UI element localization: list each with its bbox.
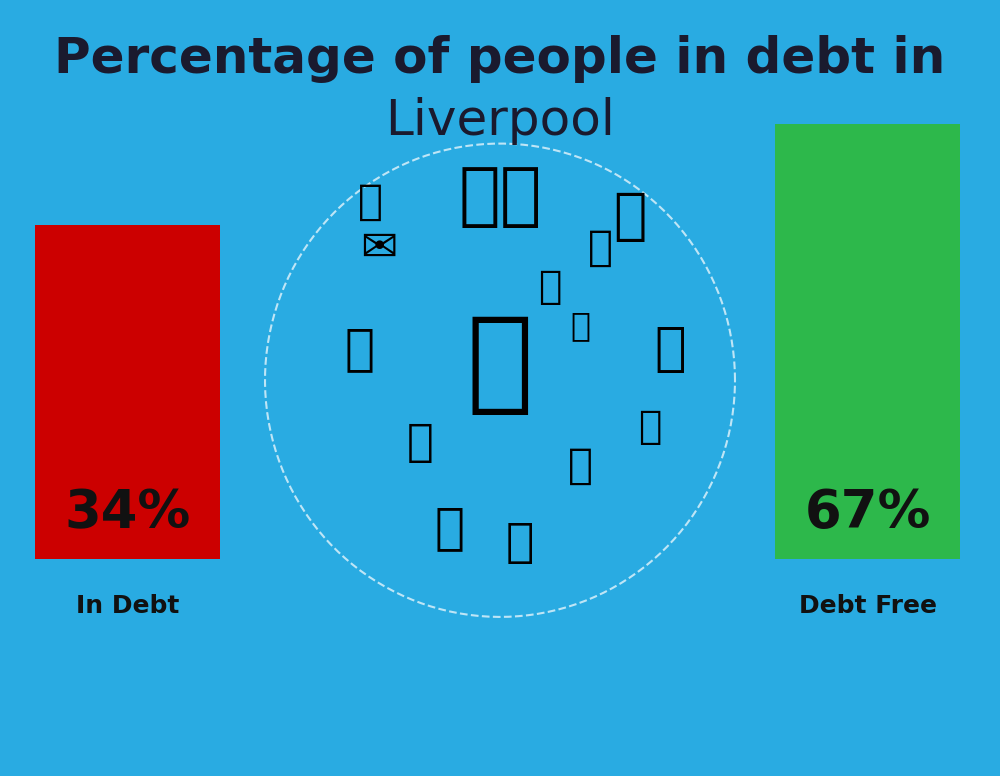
Text: 🏦: 🏦 [467, 311, 533, 418]
Text: 💰: 💰 [568, 445, 592, 487]
Text: 🇬🇧: 🇬🇧 [458, 163, 542, 230]
Text: 💼: 💼 [435, 504, 465, 552]
Text: 🚗: 🚗 [506, 521, 534, 566]
Text: 34%: 34% [64, 487, 191, 539]
Text: 🪙: 🪙 [588, 227, 612, 269]
Text: ✉️: ✉️ [361, 227, 399, 270]
Text: 67%: 67% [804, 487, 931, 539]
Text: 🗃️: 🗃️ [345, 325, 375, 373]
Text: 🦅: 🦅 [358, 181, 382, 223]
Text: Percentage of people in debt in: Percentage of people in debt in [54, 35, 946, 83]
Text: Debt Free: Debt Free [799, 594, 937, 618]
Text: 📱: 📱 [638, 408, 662, 445]
Text: 🎓: 🎓 [654, 323, 686, 376]
Text: In Debt: In Debt [76, 594, 179, 618]
Text: 🔒: 🔒 [570, 310, 590, 342]
Text: 🏠: 🏠 [613, 190, 647, 244]
Text: 💵: 💵 [407, 421, 433, 464]
Text: 🔑: 🔑 [538, 268, 562, 306]
Text: Liverpool: Liverpool [385, 97, 615, 145]
FancyBboxPatch shape [35, 225, 220, 559]
FancyBboxPatch shape [775, 124, 960, 559]
